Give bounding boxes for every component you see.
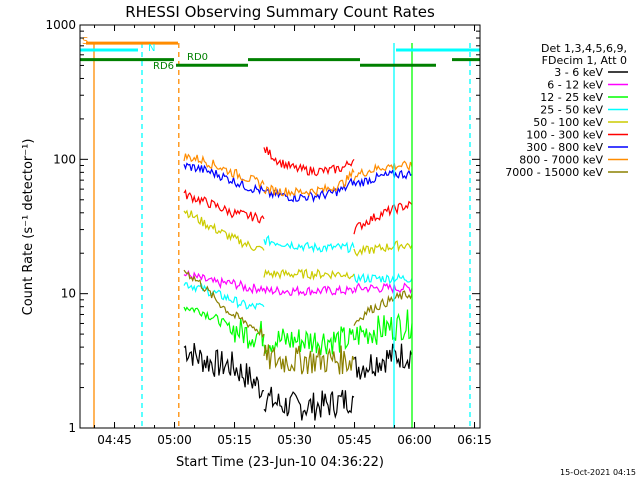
series-0 (183, 343, 413, 421)
series-5-segment-2 (353, 200, 413, 235)
x-tick-label-1: 05:00 (157, 433, 192, 447)
series-6-segment-2 (353, 168, 413, 188)
legend-item-label-4: 50 - 100 keV (533, 116, 603, 129)
x-axis-label: Start Time (23-Jun-10 04:36:22) (176, 455, 384, 470)
series-7 (183, 153, 413, 197)
series-0-segment-0 (183, 343, 265, 399)
y-axis-label: Count Rate (s⁻¹ detector⁻¹) (21, 139, 36, 316)
series-8-segment-0 (183, 269, 265, 339)
y-axis-ticks: 1 10 100 1000 (45, 18, 480, 435)
flag-label-3: RD6 (153, 61, 174, 72)
series-8-segment-2 (353, 290, 413, 326)
legend-item-label-2: 12 - 25 keV (540, 91, 603, 104)
series-7-segment-0 (183, 153, 265, 190)
footer-date: 15-Oct-2021 04:15 (560, 468, 636, 477)
series-4-segment-1 (263, 268, 355, 281)
x-tick-label-2: 05:15 (217, 433, 252, 447)
series-5-segment-0 (183, 188, 265, 224)
plot-frame (79, 24, 481, 429)
series-4-segment-0 (183, 209, 265, 252)
series-2-segment-0 (183, 306, 265, 349)
x-axis-ticks: 04:45 05:00 05:15 05:30 05:45 06:00 06:15 (94, 25, 492, 447)
x-tick-label-6: 06:15 (457, 433, 492, 447)
series-5-segment-1 (263, 146, 355, 177)
marker-lines (93, 43, 471, 428)
series-6-segment-0 (183, 162, 265, 195)
series-6-segment-1 (263, 177, 355, 204)
state-flags: S N RD0 RD6 (80, 36, 480, 72)
series-1-segment-0 (183, 269, 265, 295)
series-3-segment-1 (263, 234, 355, 254)
legend-item-label-6: 300 - 800 keV (526, 141, 603, 154)
chart-title: RHESSI Observing Summary Count Rates (125, 3, 435, 21)
series-3-segment-0 (183, 282, 265, 311)
series-5 (183, 146, 413, 235)
series-7-segment-2 (353, 160, 413, 182)
flag-label-1: N (148, 43, 155, 54)
x-tick-label-3: 05:30 (277, 433, 312, 447)
y-tick-label-0: 1 (68, 421, 76, 435)
series-8-segment-1 (263, 344, 355, 375)
series-3 (183, 234, 413, 311)
series-1 (183, 269, 413, 297)
x-tick-label-5: 06:00 (397, 433, 432, 447)
series-0-segment-2 (353, 343, 413, 380)
legend-item-label-1: 6 - 12 keV (547, 79, 603, 92)
legend-header-line-1: Det 1,3,4,5,6,9, (541, 42, 627, 55)
series-0-segment-1 (263, 386, 355, 421)
y-tick-label-1: 10 (61, 287, 76, 301)
series-3-segment-2 (353, 272, 413, 285)
series-4-segment-2 (353, 240, 413, 257)
x-tick-label-0: 04:45 (97, 433, 132, 447)
y-tick-label-3: 1000 (45, 18, 76, 32)
series-2 (183, 306, 413, 356)
plot-data-layer (183, 146, 413, 421)
y-tick-label-2: 100 (53, 152, 76, 166)
legend-header-line-2: FDecim 1, Att 0 (542, 54, 627, 67)
flag-label-0: S (82, 36, 88, 47)
legend-item-label-5: 100 - 300 keV (526, 129, 603, 142)
legend-item-label-3: 25 - 50 keV (540, 104, 603, 117)
series-1-segment-1 (263, 284, 355, 297)
legend: Det 1,3,4,5,6,9, FDecim 1, Att 0 3 - 6 k… (505, 42, 628, 179)
flag-label-2: RD0 (187, 52, 208, 63)
series-1-segment-2 (353, 282, 413, 295)
legend-item-label-7: 800 - 7000 keV (519, 154, 603, 167)
series-8 (183, 269, 413, 375)
legend-item-label-8: 7000 - 15000 keV (505, 166, 603, 179)
legend-item-label-0: 3 - 6 keV (554, 66, 603, 79)
x-tick-label-4: 05:45 (337, 433, 372, 447)
series-2-segment-2 (353, 309, 413, 345)
series-4 (183, 209, 413, 281)
series-2-segment-1 (263, 326, 355, 356)
series-7-segment-1 (263, 167, 355, 197)
